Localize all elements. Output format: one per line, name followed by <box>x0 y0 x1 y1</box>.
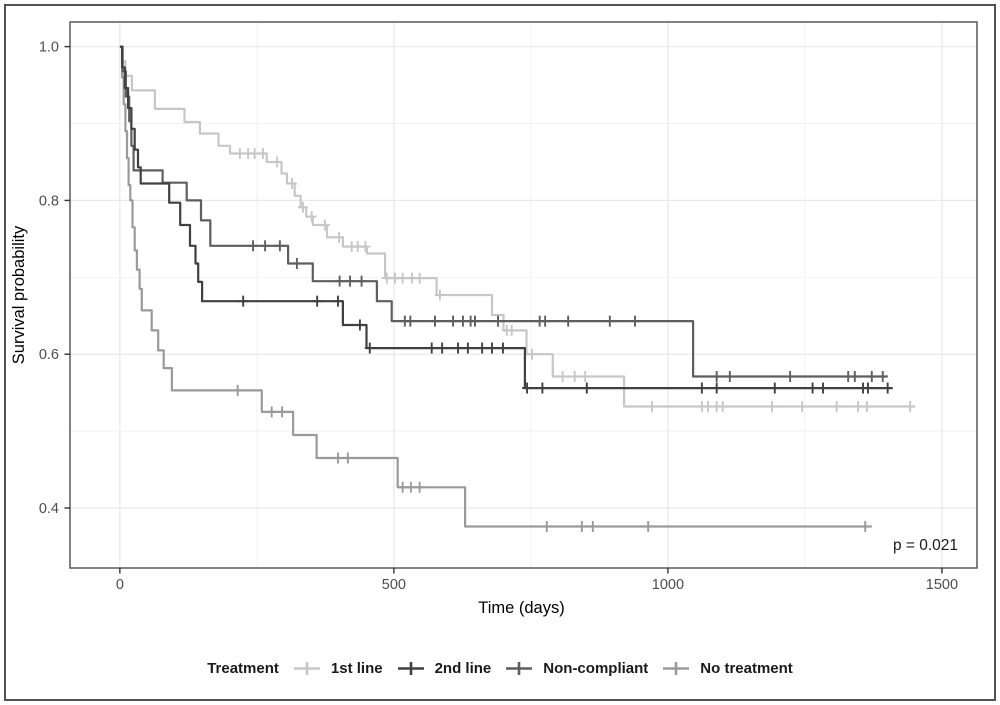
km-plot: 0 500 1000 1500 1.0 0.8 0.6 0.4 Time (days) Survi… <box>10 21 978 617</box>
x-tick-label: 500 <box>382 577 406 593</box>
legend-label: 1st line <box>330 659 383 677</box>
legend-label: No treatment <box>700 659 793 677</box>
series-1st-line <box>119 45 916 413</box>
censor-marks <box>248 240 888 383</box>
y-tick-label: 1.0 <box>39 40 59 56</box>
survival-curve <box>119 45 916 408</box>
legend-key-plus-icon <box>293 661 320 675</box>
legend: Treatment 1st line 2nd line Non-compliant N… <box>0 650 1000 686</box>
x-axis-title: Time (days) <box>478 599 564 617</box>
y-tick-label: 0.4 <box>39 501 59 517</box>
censor-marks <box>232 384 871 532</box>
p-value-annotation: p = 0.021 <box>893 537 958 554</box>
legend-label: Non-compliant <box>543 659 649 677</box>
x-tick-label: 0 <box>116 577 124 593</box>
series-2nd-line <box>119 45 893 394</box>
y-tick-label: 0.6 <box>39 347 59 363</box>
legend-key-plus-icon <box>663 661 690 675</box>
legend-label: 2nd line <box>434 659 492 677</box>
gridlines <box>70 22 977 568</box>
legend-item-1st-line: 1st line <box>292 660 383 677</box>
series-no-treatment <box>119 45 872 532</box>
censor-marks <box>238 295 893 394</box>
y-axis-title: Survival probability <box>10 225 28 364</box>
legend-key-plus-icon <box>397 661 424 675</box>
plot-panel <box>70 22 977 568</box>
survival-curve <box>119 45 872 528</box>
legend-item-non-compliant: Non-compliant <box>504 660 648 677</box>
legend-key-plus-icon <box>506 661 533 675</box>
legend-title: Treatment <box>207 659 279 677</box>
y-tick-label: 0.8 <box>39 193 59 209</box>
y-axis: 1.0 0.8 0.6 0.4 <box>39 40 70 517</box>
x-tick-label: 1000 <box>652 577 684 593</box>
legend-item-2nd-line: 2nd line <box>396 659 492 677</box>
censor-marks <box>234 148 916 413</box>
x-tick-label: 1500 <box>926 577 958 593</box>
legend-item-no-treatment: No treatment <box>661 660 793 677</box>
panel-border <box>69 21 978 569</box>
x-axis: 0 500 1000 1500 <box>116 568 958 593</box>
survival-curve <box>119 45 893 390</box>
